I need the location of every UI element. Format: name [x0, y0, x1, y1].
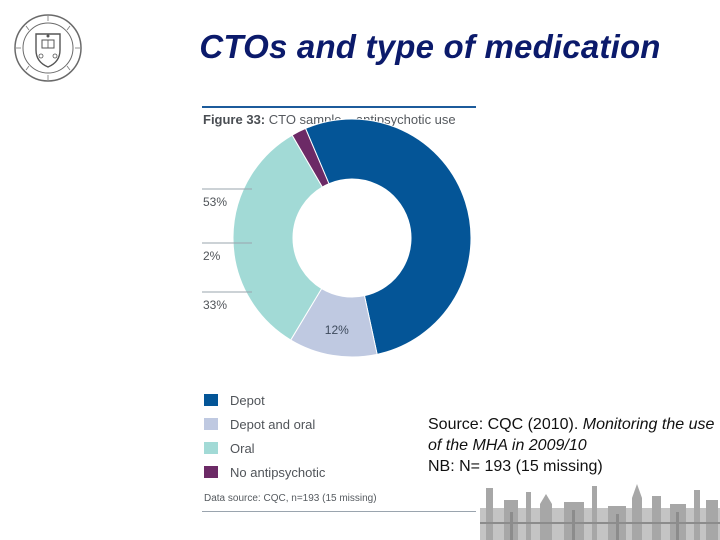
legend-item-depot: Depot [204, 388, 325, 412]
university-crest-logo [14, 14, 82, 82]
legend-swatch [204, 418, 218, 430]
legend-label: No antipsychotic [230, 464, 326, 480]
legend-swatch [204, 466, 218, 478]
legend-label: Depot [230, 392, 265, 408]
chart-legend: Depot Depot and oral Oral No antipsychotic [204, 388, 325, 484]
figure-top-rule [202, 106, 476, 108]
source-note-sample: NB: N= 193 (15 missing) [428, 458, 603, 475]
donut-chart: 53% 12% 33% 2% [202, 118, 472, 358]
city-skyline-image [480, 484, 720, 540]
value-label-oral: 33% [203, 298, 227, 312]
source-note-publication: Monitoring the use of the MHA in 2009/10 [428, 416, 715, 454]
figure-data-source: Data source: CQC, n=193 (15 missing) [204, 493, 377, 504]
legend-item-no-antipsychotic: No antipsychotic [204, 460, 325, 484]
figure-bottom-rule [202, 511, 476, 512]
slide-title: CTOs and type of medication [199, 28, 661, 65]
legend-label: Oral [230, 440, 255, 456]
legend-item-oral: Oral [204, 436, 325, 460]
value-label-depot: 53% [203, 195, 227, 209]
donut-slice-depot [304, 118, 472, 355]
source-note-citation: Source: CQC (2010). [428, 416, 583, 433]
figure-panel: Figure 33: CTO sample – antipsychotic us… [196, 100, 496, 520]
value-label-no-antipsychotic: 2% [203, 249, 221, 263]
donut-slice-no-antipsychotic [291, 127, 330, 188]
donut-slice-oral [232, 134, 324, 341]
value-label-depot-and-oral: 12% [325, 323, 349, 337]
source-note: Source: CQC (2010). Monitoring the use o… [428, 414, 718, 477]
figure-title-number: Figure 33: [203, 112, 266, 127]
legend-swatch [204, 394, 218, 406]
legend-swatch [204, 442, 218, 454]
legend-label: Depot and oral [230, 416, 316, 432]
legend-item-depot-and-oral: Depot and oral [204, 412, 325, 436]
